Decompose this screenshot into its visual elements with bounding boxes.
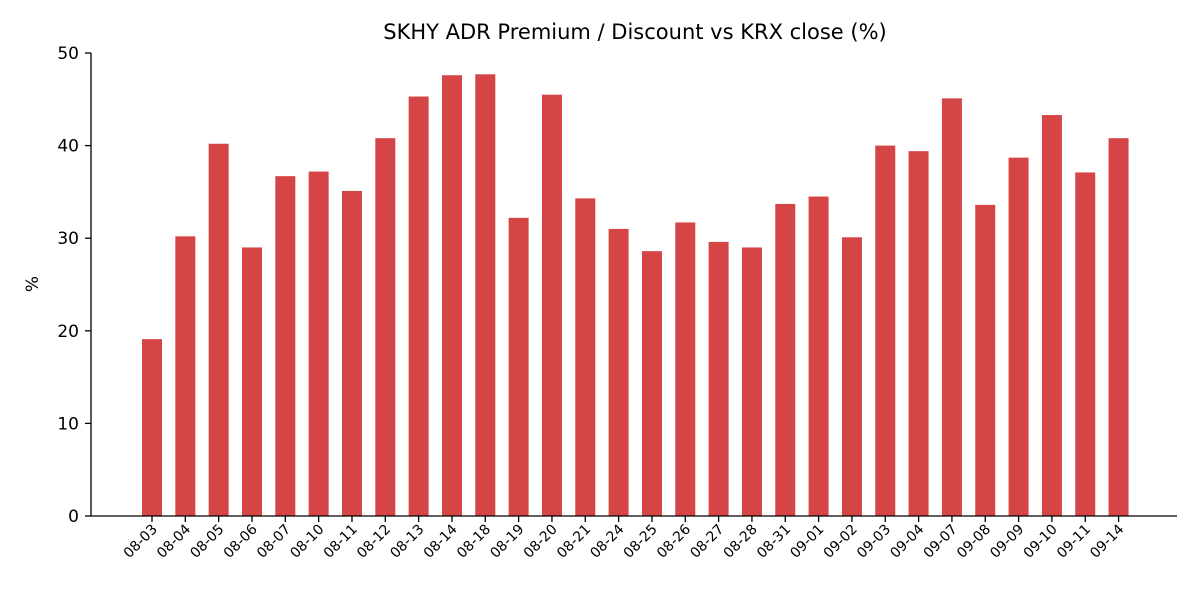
- x-axis-ticks: 08-0308-0408-0508-0608-0708-1008-1108-12…: [121, 516, 1127, 562]
- x-tick-label: 08-04: [154, 521, 194, 561]
- x-tick-label: 08-31: [754, 522, 794, 562]
- bar-08-25: [641, 251, 662, 516]
- bar-08-21: [575, 198, 596, 516]
- bar-08-28: [741, 247, 762, 516]
- bar-08-24: [608, 228, 629, 516]
- y-tick-label: 50: [57, 44, 79, 64]
- x-tick-label: 09-14: [1087, 521, 1127, 561]
- chart-title: SKHY ADR Premium / Discount vs KRX close…: [383, 20, 887, 44]
- x-tick-label: 08-12: [354, 522, 394, 562]
- bar-09-14: [1108, 138, 1129, 516]
- bar-09-11: [1075, 172, 1096, 516]
- bars-group: [142, 74, 1129, 517]
- y-axis-ticks: 0 10 20 30 40 50: [57, 44, 91, 527]
- bar-08-27: [708, 241, 729, 516]
- bar-08-13: [408, 96, 429, 517]
- bar-08-14: [441, 75, 462, 516]
- x-tick-label: 08-07: [254, 522, 294, 562]
- x-tick-label: 09-10: [1021, 522, 1061, 562]
- bar-09-04: [908, 151, 929, 516]
- x-tick-label: 08-18: [454, 522, 494, 562]
- x-tick-label: 08-11: [321, 522, 361, 562]
- x-tick-label: 08-05: [187, 522, 227, 562]
- bar-08-12: [375, 138, 396, 516]
- x-tick-label: 08-25: [621, 522, 661, 562]
- x-tick-label: 08-19: [487, 522, 527, 562]
- x-tick-label: 09-04: [887, 521, 927, 561]
- bar-08-19: [508, 217, 529, 516]
- x-tick-label: 08-20: [521, 522, 561, 562]
- bar-09-09: [1008, 157, 1029, 516]
- x-tick-label: 08-13: [387, 522, 427, 562]
- x-tick-label: 08-14: [421, 521, 461, 561]
- bar-09-10: [1041, 115, 1062, 516]
- bar-09-01: [808, 196, 829, 516]
- x-tick-label: 08-26: [654, 521, 694, 561]
- y-tick-label: 40: [57, 137, 79, 157]
- x-tick-label: 09-09: [987, 522, 1027, 562]
- x-tick-label: 08-24: [587, 521, 627, 561]
- bar-09-08: [975, 204, 996, 517]
- y-tick-label: 30: [57, 229, 79, 249]
- bar-08-03: [142, 339, 162, 516]
- bar-08-26: [675, 222, 696, 516]
- bar-08-05: [208, 143, 229, 516]
- bar-08-20: [541, 94, 562, 517]
- y-axis-label: %: [23, 276, 43, 292]
- y-tick-label: 0: [68, 507, 79, 527]
- x-tick-label: 09-08: [954, 522, 994, 562]
- bar-08-11: [341, 190, 362, 516]
- x-tick-label: 09-07: [921, 522, 961, 562]
- x-tick-label: 09-11: [1054, 522, 1094, 562]
- bar-08-10: [308, 171, 329, 516]
- bar-09-03: [875, 145, 896, 516]
- bar-08-18: [475, 74, 496, 517]
- x-tick-label: 08-27: [687, 522, 727, 562]
- y-tick-label: 10: [57, 414, 79, 434]
- bar-09-07: [941, 98, 962, 517]
- bar-08-06: [241, 247, 262, 516]
- x-tick-label: 08-28: [721, 522, 761, 562]
- x-tick-label: 09-02: [821, 522, 861, 562]
- x-tick-label: 08-03: [121, 522, 161, 562]
- x-tick-label: 09-03: [854, 522, 894, 562]
- x-tick-label: 09-01: [787, 522, 827, 562]
- x-tick-label: 08-10: [287, 522, 327, 562]
- bar-09-02: [841, 237, 862, 516]
- x-tick-label: 08-06: [221, 521, 261, 561]
- bar-08-07: [275, 176, 296, 516]
- bar-08-31: [775, 203, 796, 516]
- bar-08-04: [175, 236, 196, 516]
- x-tick-label: 08-21: [554, 522, 594, 562]
- y-tick-label: 20: [57, 322, 79, 342]
